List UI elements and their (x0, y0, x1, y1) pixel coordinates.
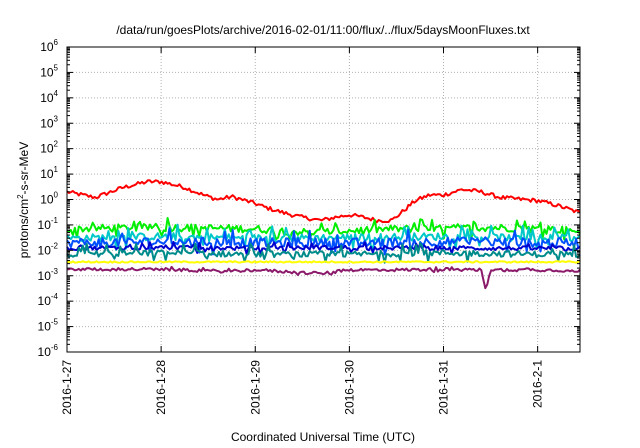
y-tick-base: 10 (40, 193, 54, 207)
tick-marks (66, 46, 580, 353)
series-line-5 (66, 242, 581, 264)
y-tick-label: 104 (40, 89, 58, 105)
series-line-0 (66, 179, 581, 224)
y-tick-exp: -1 (51, 216, 59, 225)
y-tick-exp: -5 (51, 318, 59, 327)
y-tick-exp: 6 (54, 38, 59, 47)
y-tick-exp: -3 (51, 267, 59, 276)
y-tick-base: 10 (38, 345, 52, 359)
y-tick-label: 100 (40, 191, 58, 207)
series-line-4 (66, 240, 581, 256)
y-axis-label-post: -s-sr-MeV (17, 142, 31, 195)
y-axis-label-pre: protons/cm (17, 199, 31, 258)
y-tick-label: 10-3 (38, 267, 59, 283)
y-tick-base: 10 (38, 294, 52, 308)
y-tick-label: 10-5 (38, 318, 59, 334)
y-tick-exp: 5 (54, 63, 59, 72)
series-line-7 (66, 265, 581, 290)
y-tick-base: 10 (38, 243, 52, 257)
y-tick-label: 10-1 (38, 216, 59, 232)
y-tick-exp: 2 (54, 140, 59, 149)
y-tick-base: 10 (40, 65, 54, 79)
x-tick-label: 2016-1-29 (248, 360, 262, 415)
y-tick-exp: 3 (54, 114, 59, 123)
y-tick-label: 105 (40, 63, 58, 79)
y-tick-exp: -2 (51, 241, 59, 250)
series-line-1 (66, 217, 581, 241)
y-tick-base: 10 (38, 218, 52, 232)
series-lines (66, 179, 581, 290)
x-tick-label: 2016-1-27 (60, 360, 74, 415)
series-line-6 (66, 260, 580, 264)
x-tick-label: 2016-1-28 (154, 360, 168, 415)
y-tick-exp: -4 (51, 292, 59, 301)
y-tick-label: 10-4 (38, 292, 59, 308)
y-tick-labels: 10610510410310210110010-110-210-310-410-… (38, 38, 59, 359)
series-line-2 (66, 223, 581, 251)
y-tick-label: 101 (40, 165, 58, 181)
y-tick-base: 10 (40, 142, 54, 156)
y-tick-exp: 0 (54, 191, 59, 200)
y-tick-base: 10 (40, 40, 54, 54)
y-tick-label: 106 (40, 38, 58, 54)
y-tick-base: 10 (40, 116, 54, 130)
y-tick-base: 10 (38, 320, 52, 334)
y-tick-label: 102 (40, 140, 58, 156)
y-tick-base: 10 (38, 269, 52, 283)
x-tick-labels: 2016-1-27 2016-1-28 2016-1-29 2016-1-30 2016… (60, 360, 545, 415)
plot-frame (66, 46, 581, 353)
grid-lines (67, 47, 580, 352)
y-tick-label: 10-2 (38, 241, 59, 257)
y-tick-exp: 4 (54, 89, 59, 98)
y-tick-exp: 1 (54, 165, 59, 174)
y-tick-exp: -6 (51, 343, 59, 352)
y-axis-label-sup: 2 (16, 194, 25, 199)
x-axis-label: Coordinated Universal Time (UTC) (231, 430, 415, 444)
y-axis-label: protons/cm2-s-sr-MeV (16, 142, 31, 258)
x-tick-label: 2016-1-30 (342, 360, 356, 415)
x-tick-label: 2016-2-1 (531, 360, 545, 408)
chart-title: /data/run/goesPlots/archive/2016-02-01/1… (116, 23, 530, 37)
y-tick-label: 103 (40, 114, 58, 130)
y-tick-base: 10 (40, 167, 54, 181)
x-tick-label: 2016-1-31 (437, 360, 451, 415)
y-tick-base: 10 (40, 91, 54, 105)
y-tick-label: 10-6 (38, 343, 59, 359)
